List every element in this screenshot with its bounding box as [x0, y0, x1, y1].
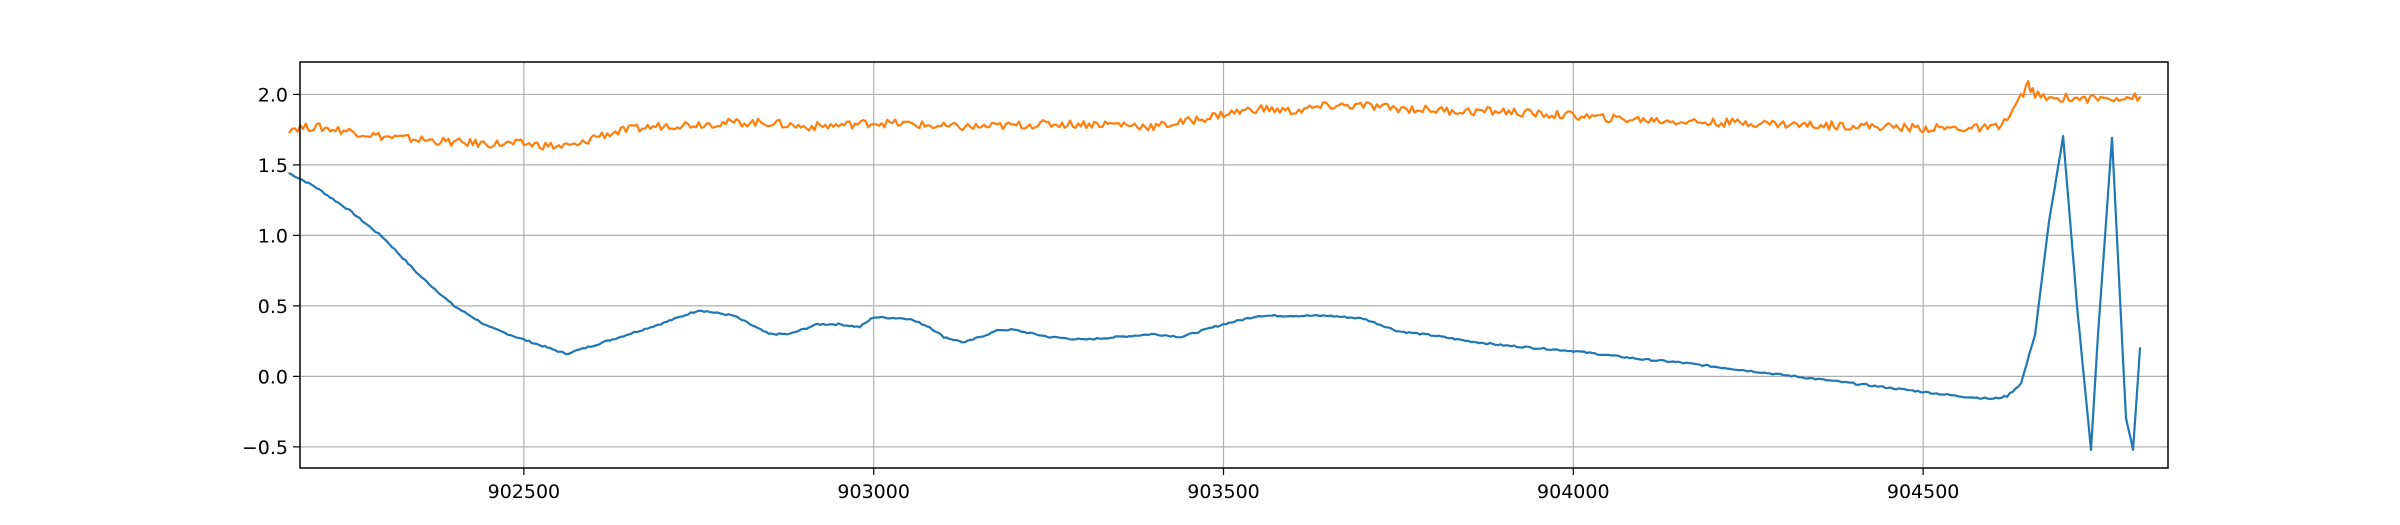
- y-tick-label: 2.0: [258, 84, 288, 106]
- plot-frame: [299, 61, 2169, 469]
- series-1-line: [288, 134, 2142, 451]
- y-tick-label: 1.5: [258, 155, 288, 177]
- x-tick-label: 904500: [1887, 481, 1960, 503]
- x-tick-label: 902500: [488, 481, 561, 503]
- x-tick-label: 903000: [837, 481, 910, 503]
- series-layer: [288, 79, 2142, 451]
- series-2-line: [288, 79, 2142, 151]
- axis-layer: 902500 903000 903500 904000 904500 −0.5 0.0 0.5…: [242, 84, 1960, 503]
- y-tick-label: 0.5: [258, 296, 288, 318]
- x-tick-label: 904000: [1537, 481, 1610, 503]
- grid-layer: [300, 62, 2168, 468]
- x-tick-label: 903500: [1187, 481, 1260, 503]
- y-tick-label: 1.0: [258, 225, 288, 247]
- y-tick-label: −0.5: [242, 437, 288, 459]
- y-tick-label: 0.0: [258, 366, 288, 388]
